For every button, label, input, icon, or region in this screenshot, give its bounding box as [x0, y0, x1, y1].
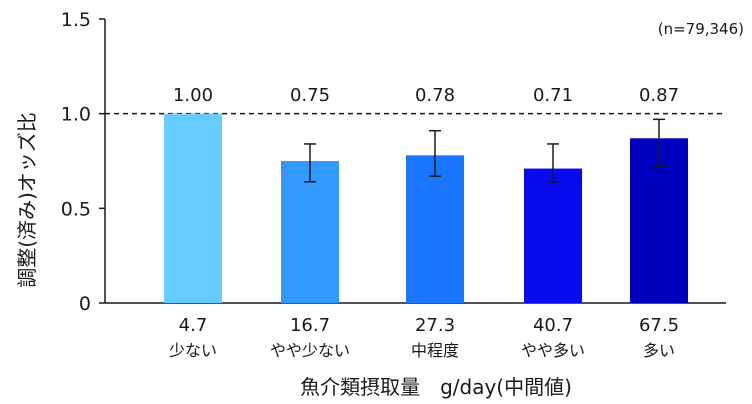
y-axis-title: 調整(済み)オッズ比 — [15, 112, 39, 288]
data-label: 0.78 — [415, 85, 455, 106]
x-tick-sublabel: 多い — [643, 341, 675, 360]
bar — [164, 113, 222, 304]
x-tick-sublabel: 少ない — [169, 341, 217, 360]
x-tick-label: 27.3 — [415, 315, 455, 336]
x-tick-label: 40.7 — [533, 315, 573, 336]
bar — [281, 161, 339, 303]
x-tick-label: 16.7 — [290, 315, 330, 336]
y-tick-label: 0 — [79, 293, 91, 315]
data-label: 1.00 — [173, 85, 213, 106]
bar — [406, 155, 464, 303]
y-tick-label: 1.0 — [61, 104, 91, 126]
y-tick-label: 0.5 — [61, 198, 91, 220]
data-label: 0.75 — [290, 85, 330, 106]
data-label: 0.71 — [533, 85, 573, 106]
plot-area: 0 0.5 1.0 1.5 1.00 4.7 少ない 0.75 16.7 やや少ない 0.78 27.… — [61, 9, 726, 360]
bar — [524, 168, 582, 303]
data-label: 0.87 — [639, 85, 679, 106]
sample-size-annotation: (n=79,346) — [658, 20, 744, 38]
x-tick-label: 67.5 — [639, 315, 679, 336]
y-tick-label: 1.5 — [61, 9, 91, 31]
x-tick-sublabel: やや少ない — [270, 341, 350, 360]
x-axis-title: 魚介類摂取量 g/day(中間値) — [300, 375, 572, 399]
x-tick-sublabel: やや多い — [521, 341, 585, 360]
x-tick-sublabel: 中程度 — [411, 341, 459, 360]
x-tick-label: 4.7 — [179, 315, 208, 336]
